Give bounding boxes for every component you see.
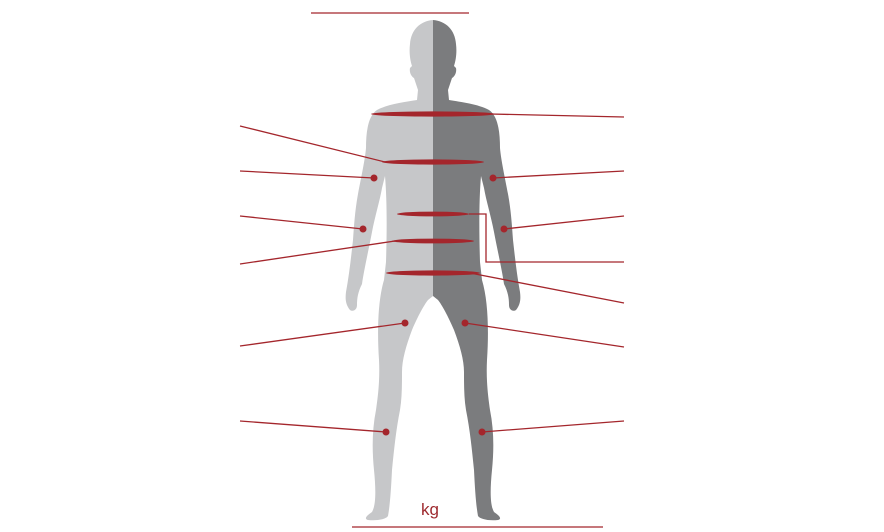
waist-measure-band — [397, 211, 469, 217]
chest-input-line[interactable] — [239, 125, 386, 163]
upper-arm-right-input-line[interactable] — [492, 170, 625, 179]
belly-measure-band — [392, 238, 474, 244]
shoulders-input-line[interactable] — [489, 113, 625, 118]
waist-input-line[interactable] — [469, 213, 624, 263]
hips-input-line[interactable] — [469, 272, 625, 304]
body-silhouette-left — [345, 20, 433, 521]
upper-arm-left-input-line[interactable] — [239, 170, 375, 179]
forearm-left-input-line[interactable] — [239, 215, 364, 230]
belly-input-line[interactable] — [239, 240, 396, 265]
calf-left-input-line[interactable] — [239, 420, 387, 433]
forearm-right-input-line[interactable] — [503, 215, 625, 230]
hips-measure-band — [386, 270, 480, 276]
body-silhouette-right — [433, 20, 521, 521]
thigh-right-input-line[interactable] — [464, 322, 625, 348]
chest-measure-band — [382, 159, 484, 165]
calf-right-input-line[interactable] — [481, 420, 625, 433]
weight-unit-label: kg — [421, 500, 439, 519]
thigh-left-input-line[interactable] — [239, 322, 406, 347]
shoulder-measure-band — [371, 111, 495, 117]
